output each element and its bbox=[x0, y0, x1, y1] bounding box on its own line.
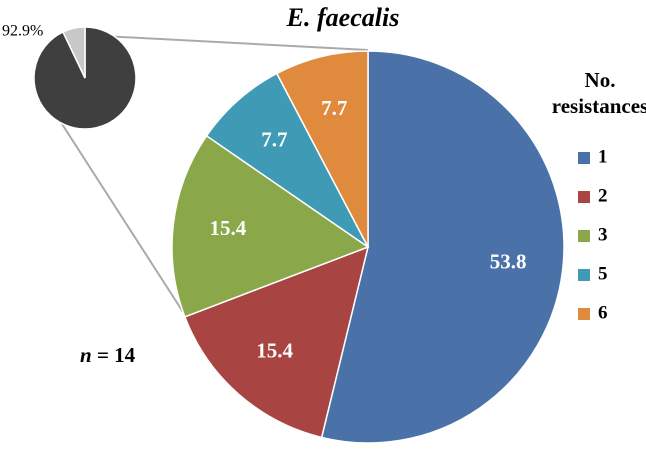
legend-label: 3 bbox=[598, 224, 608, 245]
legend-label: 2 bbox=[598, 185, 608, 206]
annotation-part: n bbox=[80, 343, 92, 367]
pie-slice bbox=[320, 50, 565, 444]
legend-label: 6 bbox=[598, 302, 608, 323]
pie-slice bbox=[61, 26, 86, 79]
pie-slice bbox=[205, 72, 369, 248]
legend-title: resistances bbox=[552, 94, 646, 118]
pie-slice bbox=[275, 50, 369, 248]
chart-title: E. faecalis bbox=[286, 3, 400, 32]
legend-swatch bbox=[578, 230, 590, 242]
legend-swatch bbox=[578, 308, 590, 320]
legend-label: 1 bbox=[598, 146, 608, 167]
legend-label: 5 bbox=[598, 263, 608, 284]
data-label: 15.4 bbox=[210, 216, 247, 240]
legend-title: No. bbox=[585, 68, 616, 92]
data-label: 15.4 bbox=[256, 339, 293, 363]
pie-slice bbox=[33, 26, 137, 130]
pie-slice bbox=[183, 245, 370, 439]
data-label: 7.7 bbox=[261, 127, 287, 151]
connector-line bbox=[61, 123, 184, 313]
legend-swatch bbox=[578, 152, 590, 164]
data-label: 53.8 bbox=[490, 250, 527, 274]
data-label: 92.9% bbox=[2, 23, 43, 40]
data-label: 7.7 bbox=[321, 96, 347, 120]
annotation: n = 14 bbox=[80, 343, 136, 367]
connector-line bbox=[102, 35, 369, 51]
legend-swatch bbox=[578, 269, 590, 281]
legend-swatch bbox=[578, 191, 590, 203]
pie-slice bbox=[171, 134, 370, 318]
annotation-part: = 14 bbox=[97, 343, 136, 367]
